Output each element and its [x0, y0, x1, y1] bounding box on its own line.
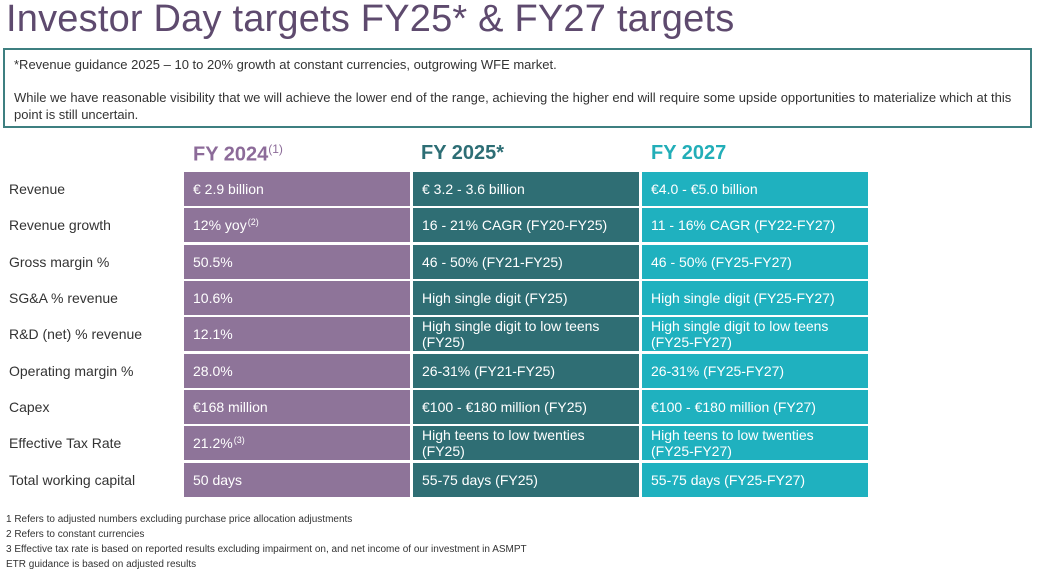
cell-fy2025: 16 - 21% CAGR (FY20-FY25) [413, 208, 639, 242]
footnote: 1 Refers to adjusted numbers excluding p… [6, 514, 353, 525]
row-label: Effective Tax Rate [9, 435, 122, 451]
cell-fy2025: High single digit to low teens (FY25) [413, 317, 639, 351]
cell-fy2027: 26-31% (FY25-FY27) [642, 354, 868, 388]
guidance-note: *Revenue guidance 2025 – 10 to 20% growt… [3, 48, 1032, 128]
cell-fy2027: €100 - €180 million (FY27) [642, 390, 868, 424]
cell-fy2025: High teens to low twenties (FY25) [413, 426, 639, 460]
row-label: Gross margin % [9, 254, 110, 270]
cell-fy2024: 21.2% (3) [184, 426, 410, 460]
table-row: Capex €168 million €100 - €180 million (… [0, 390, 870, 424]
cell-fy2027: High single digit to low teens (FY25-FY2… [642, 317, 868, 351]
page-title: Investor Day targets FY25* & FY27 target… [6, 0, 735, 40]
cell-fy2024: € 2.9 billion [184, 172, 410, 206]
cell-fy2025: High single digit (FY25) [413, 281, 639, 315]
table-row: Revenue € 2.9 billion € 3.2 - 3.6 billio… [0, 172, 870, 206]
footnotes: 1 Refers to adjusted numbers excluding p… [6, 512, 527, 572]
cell-fy2025: € 3.2 - 3.6 billion [413, 172, 639, 206]
column-header-fy2024: FY 2024(1) [193, 142, 283, 166]
cell-fy2027: High single digit (FY25-FY27) [642, 281, 868, 315]
guidance-note-line-1: *Revenue guidance 2025 – 10 to 20% growt… [14, 57, 557, 72]
cell-fy2024: 50 days [184, 463, 410, 497]
footnote-ref: (3) [233, 435, 245, 445]
footnote: 3 Effective tax rate is based on reporte… [6, 544, 527, 555]
cell-fy2025: €100 - €180 million (FY25) [413, 390, 639, 424]
cell-fy2024: 12.1% [184, 317, 410, 351]
table-row: Revenue growth 12% yoy (2) 16 - 21% CAGR … [0, 208, 870, 242]
row-label: Revenue [9, 181, 66, 197]
row-label: Operating margin % [9, 363, 134, 379]
cell-fy2024: 10.6% [184, 281, 410, 315]
cell-fy2027: 46 - 50% (FY25-FY27) [642, 245, 868, 279]
row-label: Total working capital [9, 472, 136, 488]
cell-fy2025: 26-31% (FY21-FY25) [413, 354, 639, 388]
table-row: Gross margin % 50.5% 46 - 50% (FY21-FY25… [0, 245, 870, 279]
cell-fy2027: 11 - 16% CAGR (FY22-FY27) [642, 208, 868, 242]
table-row: Effective Tax Rate 21.2% (3) High teens t… [0, 426, 870, 460]
cell-fy2027: €4.0 - €5.0 billion [642, 172, 868, 206]
footnote: 2 Refers to constant currencies [6, 529, 145, 540]
row-label: Capex [9, 399, 50, 415]
table-row: Operating margin % 28.0% 26-31% (FY21-FY… [0, 354, 870, 388]
cell-fy2024: €168 million [184, 390, 410, 424]
table-row: Total working capital 50 days 55-75 days… [0, 463, 870, 497]
guidance-note-line-2: While we have reasonable visibility that… [14, 90, 1012, 122]
table-row: SG&A % revenue 10.6% High single digit (… [0, 281, 870, 315]
cell-fy2024: 50.5% [184, 245, 410, 279]
table-row: R&D (net) % revenue 12.1% High single di… [0, 317, 870, 351]
cell-fy2025: 46 - 50% (FY21-FY25) [413, 245, 639, 279]
footnote-ref: (2) [247, 217, 259, 227]
cell-fy2024: 12% yoy (2) [184, 208, 410, 242]
cell-fy2025: 55-75 days (FY25) [413, 463, 639, 497]
row-label: Revenue growth [9, 217, 111, 233]
row-label: SG&A % revenue [9, 290, 118, 306]
footnote: ETR guidance is based on adjusted result… [6, 559, 197, 570]
cell-fy2027: High teens to low twenties (FY25-FY27) [642, 426, 868, 460]
column-header-fy2027: FY 2027 [651, 142, 727, 164]
cell-fy2027: 55-75 days (FY25-FY27) [642, 463, 868, 497]
column-header-fy2025: FY 2025* [421, 142, 505, 164]
cell-fy2024: 28.0% [184, 354, 410, 388]
row-label: R&D (net) % revenue [9, 326, 143, 342]
